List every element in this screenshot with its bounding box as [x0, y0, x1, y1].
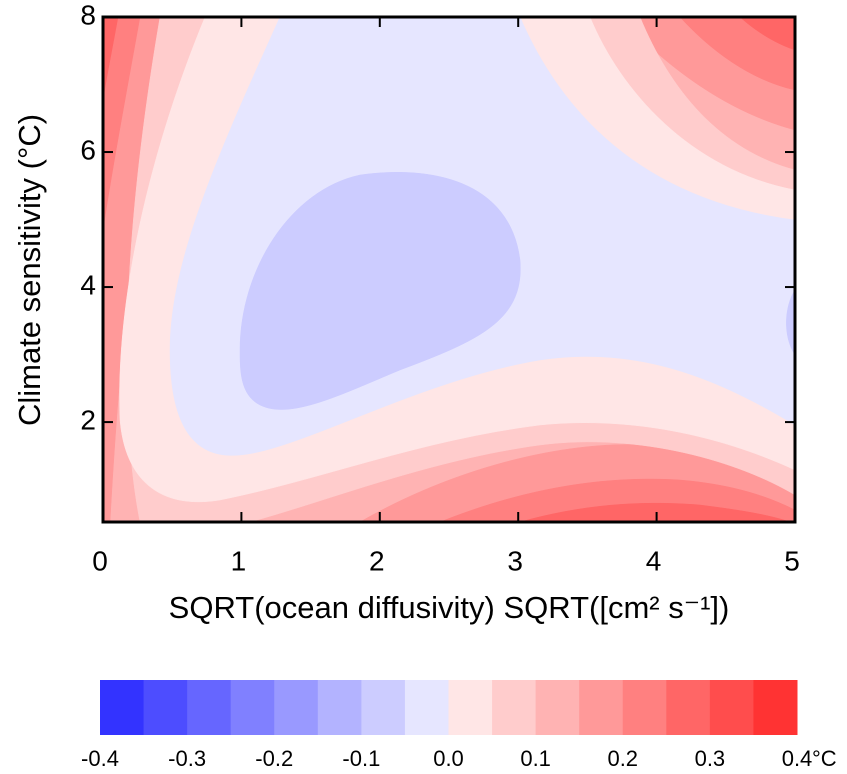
- y-tick-label: 8: [80, 0, 96, 30]
- x-tick-label: 3: [507, 545, 523, 576]
- colorbar-cell: [666, 680, 711, 735]
- x-tick-label: 0: [92, 545, 108, 576]
- colorbar-tick-label: -0.1: [342, 746, 380, 771]
- colorbar-cell: [274, 680, 319, 735]
- colorbar-cell: [753, 680, 798, 735]
- colorbar-cell: [492, 680, 537, 735]
- x-tick-label: 4: [646, 545, 662, 576]
- x-tick-label: 1: [231, 545, 247, 576]
- y-tick-label: 6: [80, 134, 96, 165]
- colorbar-cell: [535, 680, 580, 735]
- colorbar-tick-label: -0.3: [168, 746, 206, 771]
- colorbar-cell: [404, 680, 449, 735]
- colorbar-cell: [622, 680, 667, 735]
- contour-region: [519, 502, 791, 522]
- colorbar-cell: [317, 680, 362, 735]
- contour-field: [103, 17, 795, 522]
- colorbar-cell: [100, 680, 145, 735]
- x-tick-label: 5: [784, 545, 800, 576]
- colorbar-cell: [230, 680, 275, 735]
- y-tick-label: 4: [80, 269, 96, 300]
- colorbar-cell: [448, 680, 493, 735]
- colorbar-tick-label: 0.4: [782, 746, 813, 771]
- plot-frame: [101, 15, 797, 524]
- colorbar-cell: [579, 680, 624, 735]
- contour-region: [103, 17, 141, 231]
- contour-region: [239, 172, 521, 410]
- x-axis-label: SQRT(ocean diffusivity) SQRT([cm² s⁻¹]): [169, 590, 730, 625]
- y-axis-label: Climate sensitivity (°C): [12, 114, 47, 426]
- colorbar-cell: [709, 680, 754, 735]
- colorbar-tick-label: -0.2: [255, 746, 293, 771]
- colorbar-tick-label: 0.1: [520, 746, 551, 771]
- y-tick-label: 2: [80, 404, 96, 435]
- colorbar-unit: °C: [812, 746, 837, 771]
- colorbar-tick-label: 0.2: [607, 746, 638, 771]
- colorbar-tick-label: 0.3: [695, 746, 726, 771]
- x-tick-label: 2: [369, 545, 385, 576]
- colorbar-cell: [361, 680, 406, 735]
- colorbar-cell: [187, 680, 232, 735]
- colorbar-cell: [143, 680, 188, 735]
- colorbar-tick-label: -0.4: [81, 746, 119, 771]
- colorbar-tick-label: 0.0: [433, 746, 464, 771]
